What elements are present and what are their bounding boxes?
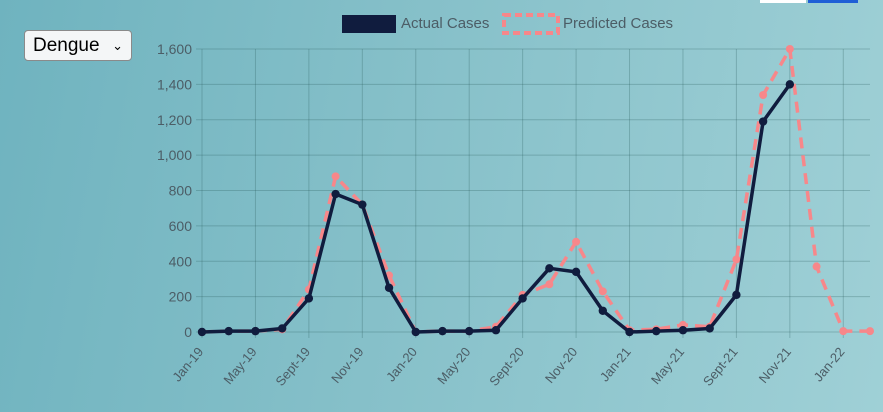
x-tick-label: May-21 (648, 344, 687, 387)
actual-point (785, 80, 795, 89)
actual-point (518, 294, 527, 303)
disease-select[interactable]: Dengue ⌄ (24, 30, 132, 61)
x-tick-label: May-19 (220, 344, 259, 387)
top-tab-blue[interactable] (808, 0, 858, 3)
predicted-point (331, 172, 340, 181)
x-tick-label: Jan-20 (383, 344, 420, 384)
actual-point (625, 327, 634, 337)
x-tick-label: May-20 (434, 344, 473, 387)
legend-label-predicted: Predicted Cases (563, 15, 673, 32)
x-tick-label: Sept-20 (486, 344, 527, 389)
actual-point (304, 294, 314, 303)
top-tab-light[interactable] (760, 0, 806, 3)
actual-point (652, 326, 661, 336)
legend-swatch-actual (342, 15, 396, 33)
y-tick-label: 1,400 (157, 76, 192, 92)
y-tick-label: 800 (169, 183, 193, 199)
y-tick-label: 1,200 (157, 112, 192, 128)
actual-point (758, 117, 768, 126)
actual-point (384, 283, 394, 292)
predicted-point (866, 327, 874, 336)
predicted-point (545, 280, 554, 289)
actual-point (571, 267, 581, 277)
x-tick-label: Nov-20 (542, 344, 580, 386)
legend-label-actual: Actual Cases (401, 15, 489, 32)
y-tick-label: 1,600 (157, 41, 192, 57)
predicted-point (759, 90, 768, 99)
actual-point (197, 327, 207, 337)
actual-point (491, 326, 501, 335)
actual-point (438, 326, 447, 336)
actual-point (678, 326, 688, 335)
legend: Actual Cases Predicted Cases (342, 13, 673, 35)
y-tick-label: 600 (169, 218, 193, 234)
disease-select-value: Dengue (33, 34, 100, 56)
x-tick-label: Nov-19 (328, 344, 366, 386)
x-tick-label: Jan-22 (811, 344, 848, 384)
x-tick-label: Nov-21 (756, 344, 794, 386)
actual-point (251, 326, 260, 336)
y-tick-label: 400 (169, 253, 193, 269)
predicted-cases-line (201, 47, 870, 334)
actual-point (224, 326, 233, 336)
y-tick-label: 0 (184, 324, 192, 340)
actual-point (598, 306, 607, 315)
predicted-point (785, 45, 794, 53)
actual-point (705, 324, 714, 333)
x-tick-label: Sept-21 (700, 344, 741, 389)
actual-point (358, 200, 367, 209)
actual-point (465, 326, 474, 336)
predicted-point (732, 255, 741, 264)
actual-cases-line (201, 83, 792, 334)
legend-swatch-predicted (502, 13, 560, 35)
actual-point (331, 189, 340, 199)
predicted-point (598, 287, 607, 296)
x-tick-label: Sept-19 (272, 344, 313, 389)
actual-point (732, 290, 741, 300)
actual-point (411, 327, 420, 337)
actual-point (545, 264, 554, 273)
predicted-point (812, 262, 821, 271)
x-tick-label: Jan-21 (597, 344, 634, 384)
y-tick-label: 1,000 (157, 147, 192, 163)
predicted-point (572, 237, 581, 246)
y-tick-label: 200 (169, 289, 193, 305)
x-tick-label: Jan-19 (169, 344, 206, 384)
actual-point (277, 324, 287, 333)
predicted-point (839, 327, 848, 336)
chevron-down-icon: ⌄ (112, 37, 123, 53)
